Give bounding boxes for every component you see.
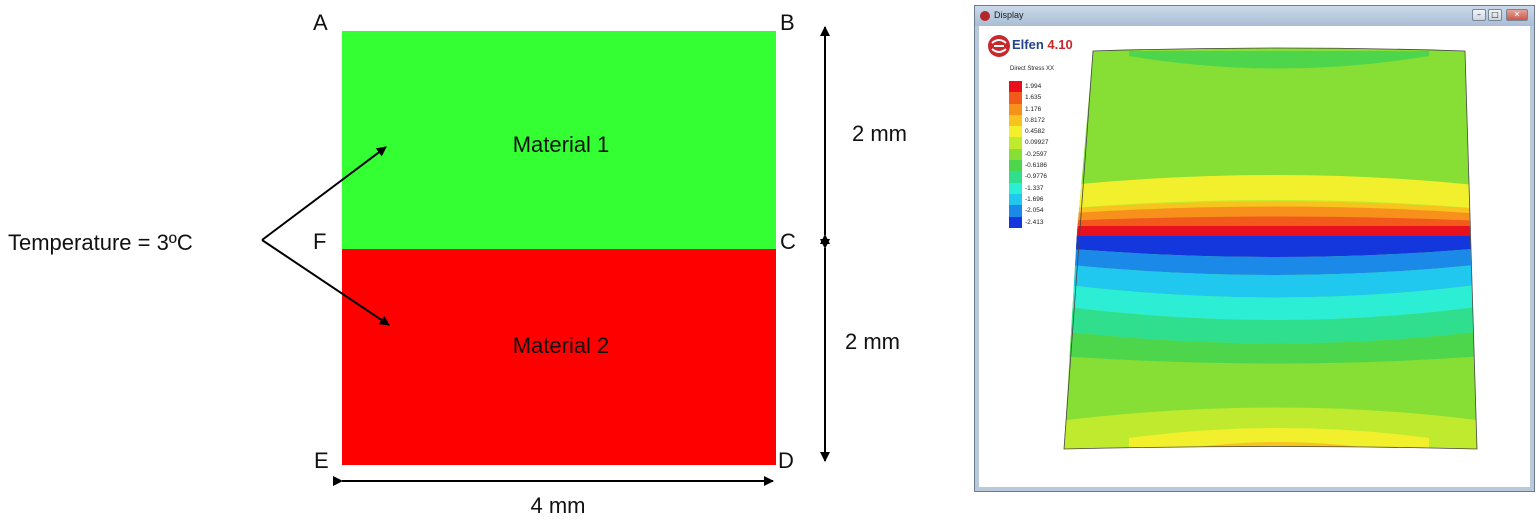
legend-swatch (1009, 114, 1022, 127)
temperature-arrow-upper (261, 146, 387, 241)
legend-value: 0.09927 (1025, 139, 1049, 147)
legend-value: 0.8172 (1025, 116, 1045, 124)
legend-swatch (1009, 182, 1022, 194)
legend-value: 1.635 (1025, 94, 1042, 102)
corner-a-label: A (313, 10, 328, 35)
corner-f-label: F (313, 229, 326, 254)
legend-swatch (1009, 193, 1022, 206)
dimension-label-upper: 2 mm (852, 121, 907, 146)
legend-value: -2.413 (1025, 218, 1044, 226)
material-1-region (342, 31, 776, 249)
elfen-logo-icon (988, 35, 1010, 57)
bimaterial-schematic: Material 1 Material 2 A B C D E F Temper… (8, 10, 907, 518)
legend-value: -0.9776 (1025, 173, 1048, 181)
material-1-label: Material 1 (513, 132, 610, 157)
legend-swatch (1009, 92, 1022, 104)
temperature-arrow-lower (261, 239, 390, 326)
legend-value: -2.054 (1025, 207, 1044, 215)
legend-swatch (1009, 148, 1022, 161)
corner-d-label: D (778, 448, 794, 473)
close-button[interactable]: ✕ (1506, 9, 1528, 21)
legend-value: 1.994 (1025, 83, 1042, 90)
corner-e-label: E (314, 448, 329, 473)
temperature-label: Temperature = 3ºC (8, 230, 193, 255)
legend-swatch (1009, 81, 1022, 93)
legend-value: 0.4582 (1025, 128, 1045, 136)
legend-title: Direct Stress XX (1010, 66, 1055, 72)
legend-swatch (1009, 216, 1022, 228)
window-titlebar[interactable]: Display – □ ✕ (975, 6, 1534, 26)
stress-contour-plot (1063, 47, 1478, 450)
dimension-label-width: 4 mm (531, 493, 586, 518)
legend-swatch (1009, 205, 1022, 217)
legend-swatch (1009, 137, 1022, 149)
legend-value: -0.2597 (1025, 150, 1048, 158)
legend-swatch (1009, 126, 1022, 138)
legend-value: -0.6186 (1025, 162, 1048, 170)
display-window: Display – □ ✕ (974, 5, 1535, 492)
display-canvas: Elfen 4.10 Direct Stress XX 1.994 1.635 1.… (979, 26, 1530, 487)
legend-value: 1.176 (1025, 105, 1042, 113)
logo-version: 4.10 (1047, 37, 1073, 52)
window-title: Display (994, 10, 1024, 20)
minimize-button[interactable]: – (1472, 9, 1486, 21)
legend-swatch (1009, 160, 1022, 172)
elfen-logo-text: Elfen 4.10 (1012, 37, 1073, 52)
maximize-button[interactable]: □ (1488, 9, 1502, 21)
legend-swatch (1009, 171, 1022, 183)
material-2-region (342, 249, 776, 465)
legend-swatch (1009, 103, 1022, 115)
corner-b-label: B (780, 10, 795, 35)
logo-name: Elfen (1012, 37, 1044, 52)
legend-value: -1.337 (1025, 184, 1044, 192)
material-2-label: Material 2 (513, 333, 610, 358)
legend-value: -1.696 (1025, 195, 1044, 203)
app-icon (980, 11, 990, 21)
corner-c-label: C (780, 229, 796, 254)
dimension-label-lower: 2 mm (845, 329, 900, 354)
